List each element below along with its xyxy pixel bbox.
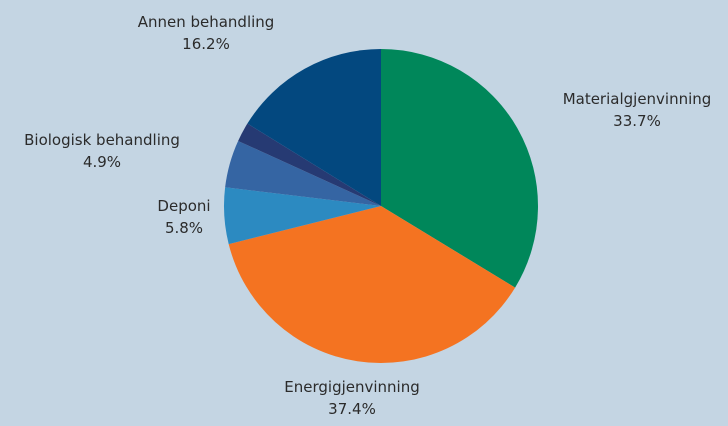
slice-value-deponi: 5.8% bbox=[164, 219, 204, 237]
slice-name-biologisk-behandling: Biologisk behandling bbox=[24, 131, 180, 149]
slice-value-energigjenvinning: 37.4% bbox=[328, 400, 376, 418]
slice-label-annen-behandling: Annen behandling 16.2% bbox=[138, 11, 275, 55]
slice-name-deponi: Deponi bbox=[157, 197, 211, 215]
slice-label-materialgjenvinning: Materialgjenvinning 33.7% bbox=[563, 88, 712, 132]
slice-value-materialgjenvinning: 33.7% bbox=[613, 112, 661, 130]
pie-slice-energigjenvinning bbox=[228, 206, 516, 364]
pie-slice-deponi bbox=[224, 187, 381, 245]
slice-label-biologisk-behandling: Biologisk behandling 4.9% bbox=[24, 129, 180, 173]
pie-slice-unlabeled bbox=[238, 123, 381, 206]
slice-label-energigjenvinning: Energigjenvinning 37.4% bbox=[284, 376, 419, 420]
pie-slice-annen-behandling bbox=[247, 48, 381, 206]
slice-label-deponi: Deponi 5.8% bbox=[157, 195, 210, 239]
slice-value-biologisk-behandling: 4.9% bbox=[82, 153, 122, 171]
pie-slice-biologisk-behandling bbox=[225, 140, 381, 206]
slice-name-energigjenvinning: Energigjenvinning bbox=[284, 378, 420, 396]
slice-name-annen-behandling: Annen behandling bbox=[137, 13, 275, 31]
pie-slice-materialgjenvinning bbox=[381, 49, 538, 288]
slice-value-annen-behandling: 16.2% bbox=[182, 35, 230, 53]
slice-name-materialgjenvinning: Materialgjenvinning bbox=[562, 90, 712, 108]
